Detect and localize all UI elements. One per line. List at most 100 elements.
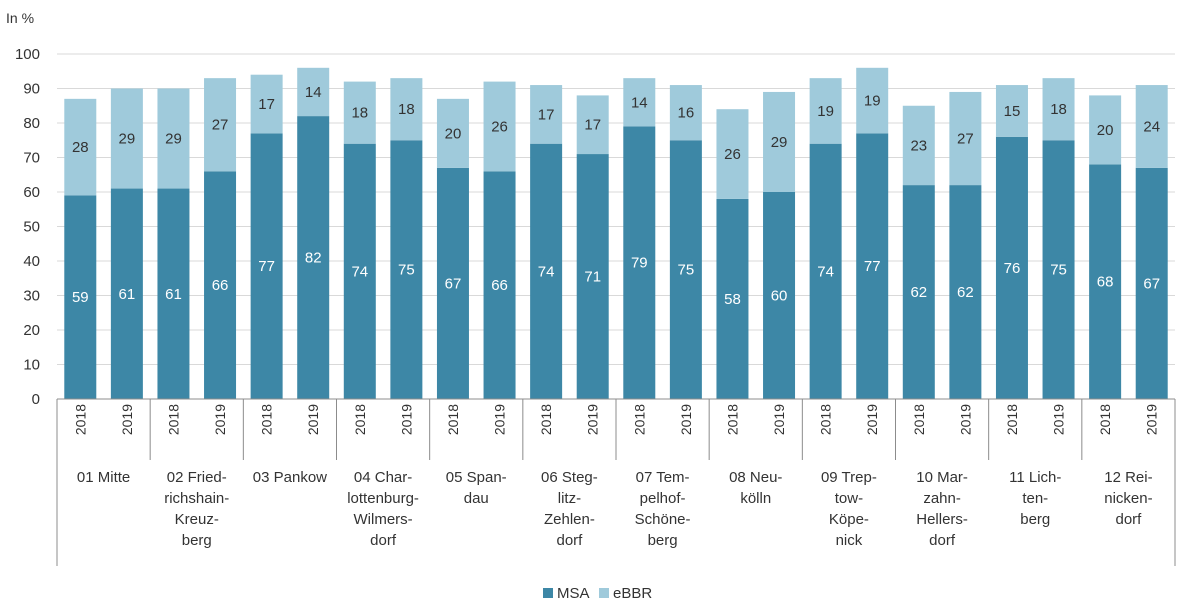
bar-msa bbox=[436, 167, 469, 399]
x-category-label: litz- bbox=[558, 490, 581, 507]
bar-msa bbox=[530, 143, 563, 399]
x-category-label: dorf bbox=[370, 532, 397, 549]
data-label-ebbr: 17 bbox=[258, 96, 275, 113]
x-category-label: berg bbox=[182, 532, 212, 549]
x-category-label: lottenburg- bbox=[347, 490, 419, 507]
data-label-msa: 67 bbox=[445, 275, 462, 292]
data-label-msa: 75 bbox=[1050, 262, 1067, 279]
x-tick-year-label: 2018 bbox=[165, 404, 181, 435]
x-tick-year-label: 2018 bbox=[352, 404, 368, 435]
data-label-ebbr: 19 bbox=[817, 103, 834, 120]
x-tick-year-label: 2018 bbox=[911, 404, 927, 435]
bar-ebbr bbox=[949, 91, 982, 186]
x-tick-year-label: 2018 bbox=[818, 404, 834, 435]
legend-label: MSA bbox=[557, 585, 590, 602]
data-label-msa: 76 bbox=[1004, 260, 1021, 277]
bar-ebbr bbox=[297, 67, 330, 117]
data-label-ebbr: 14 bbox=[305, 84, 322, 101]
x-category-label: dorf bbox=[929, 532, 956, 549]
x-category-label: 03 Pankow bbox=[253, 469, 327, 486]
bar-ebbr bbox=[436, 98, 469, 168]
bar-ebbr bbox=[669, 85, 702, 141]
data-label-msa: 79 bbox=[631, 255, 648, 272]
bar-ebbr bbox=[483, 81, 516, 172]
bar-ebbr bbox=[763, 91, 796, 192]
bar-msa bbox=[157, 188, 190, 399]
x-category-label: nick bbox=[836, 532, 863, 549]
bar-msa bbox=[949, 185, 982, 399]
x-category-label: pelhof- bbox=[640, 490, 686, 507]
y-axis-ticks: 0 10 20 30 40 50 60 70 80 90 100 bbox=[15, 46, 40, 408]
x-tick-year-label: 2018 bbox=[1097, 404, 1113, 435]
y-tick-label: 40 bbox=[23, 253, 40, 270]
x-category-label: Schöne- bbox=[635, 511, 691, 528]
x-tick-year-label: 2018 bbox=[72, 404, 88, 435]
bar-msa bbox=[902, 185, 935, 399]
x-category-label: Köpe- bbox=[829, 511, 869, 528]
x-category-label: richshain- bbox=[164, 490, 229, 507]
x-tick-year-label: 2018 bbox=[445, 404, 461, 435]
x-category-label: 01 Mitte bbox=[77, 469, 130, 486]
bar-msa bbox=[110, 188, 143, 399]
data-label-msa: 60 bbox=[771, 288, 788, 305]
bar-msa bbox=[390, 140, 423, 399]
data-label-ebbr: 29 bbox=[165, 131, 182, 148]
data-label-ebbr: 29 bbox=[771, 134, 788, 151]
bars: 59 28 61 29 61 29 66 27 77 17 82 14 74 18 75 18 67 20 66 26… bbox=[64, 67, 1168, 400]
y-tick-label: 30 bbox=[23, 288, 40, 305]
x-tick-year-label: 2019 bbox=[585, 404, 601, 435]
x-tick-year-label: 2019 bbox=[864, 404, 880, 435]
data-label-ebbr: 18 bbox=[398, 101, 415, 118]
bar-msa bbox=[669, 140, 702, 399]
x-category-label: 07 Tem- bbox=[636, 469, 690, 486]
data-label-ebbr: 27 bbox=[212, 117, 229, 134]
y-tick-label: 100 bbox=[15, 46, 40, 63]
data-label-msa: 74 bbox=[351, 263, 368, 280]
legend-swatch bbox=[543, 588, 553, 598]
x-category-label: zahn- bbox=[923, 490, 961, 507]
bar-ebbr bbox=[623, 78, 656, 127]
data-label-ebbr: 14 bbox=[631, 94, 648, 111]
legend-label: eBBR bbox=[613, 585, 652, 602]
data-label-msa: 77 bbox=[258, 258, 275, 275]
x-category-label: Zehlen- bbox=[544, 511, 595, 528]
bar-ebbr bbox=[716, 109, 749, 199]
bar-ebbr bbox=[343, 81, 376, 144]
data-label-msa: 75 bbox=[678, 262, 695, 279]
data-label-msa: 68 bbox=[1097, 274, 1114, 291]
data-label-ebbr: 18 bbox=[1050, 101, 1067, 118]
x-tick-year-label: 2018 bbox=[538, 404, 554, 435]
x-category-label: 04 Char- bbox=[354, 469, 412, 486]
legend-swatch bbox=[599, 588, 609, 598]
data-label-msa: 75 bbox=[398, 262, 415, 279]
data-label-ebbr: 17 bbox=[538, 106, 555, 123]
bar-msa bbox=[1135, 167, 1168, 399]
x-category-label: dorf bbox=[1115, 511, 1142, 528]
y-tick-label: 60 bbox=[23, 184, 40, 201]
bar-msa bbox=[576, 154, 609, 399]
x-category-label: Wilmers- bbox=[354, 511, 413, 528]
x-tick-year-label: 2019 bbox=[119, 404, 135, 435]
x-tick-year-label: 2019 bbox=[492, 404, 508, 435]
x-tick-year-label: 2018 bbox=[631, 404, 647, 435]
x-tick-year-label: 2019 bbox=[678, 404, 694, 435]
x-tick-year-label: 2019 bbox=[957, 404, 973, 435]
x-tick-year-label: 2018 bbox=[259, 404, 275, 435]
bar-ebbr bbox=[1089, 95, 1122, 165]
x-tick-year-label: 2018 bbox=[724, 404, 740, 435]
data-label-msa: 62 bbox=[957, 284, 974, 301]
gridlines bbox=[57, 53, 1175, 365]
x-category-label: 11 Lich- bbox=[1009, 469, 1061, 486]
bar-msa bbox=[623, 126, 656, 399]
x-category-label: ten- bbox=[1022, 490, 1048, 507]
x-tick-year-label: 2018 bbox=[1004, 404, 1020, 435]
data-label-ebbr: 20 bbox=[445, 125, 462, 142]
x-category-label: 06 Steg- bbox=[541, 469, 598, 486]
x-category-label: nicken- bbox=[1104, 490, 1152, 507]
data-label-ebbr: 23 bbox=[910, 137, 927, 154]
x-category-label: 10 Mar- bbox=[916, 469, 968, 486]
bar-ebbr bbox=[157, 88, 190, 189]
data-label-msa: 67 bbox=[1143, 275, 1160, 292]
data-label-ebbr: 29 bbox=[119, 131, 136, 148]
x-category-label: Hellers- bbox=[916, 511, 968, 528]
